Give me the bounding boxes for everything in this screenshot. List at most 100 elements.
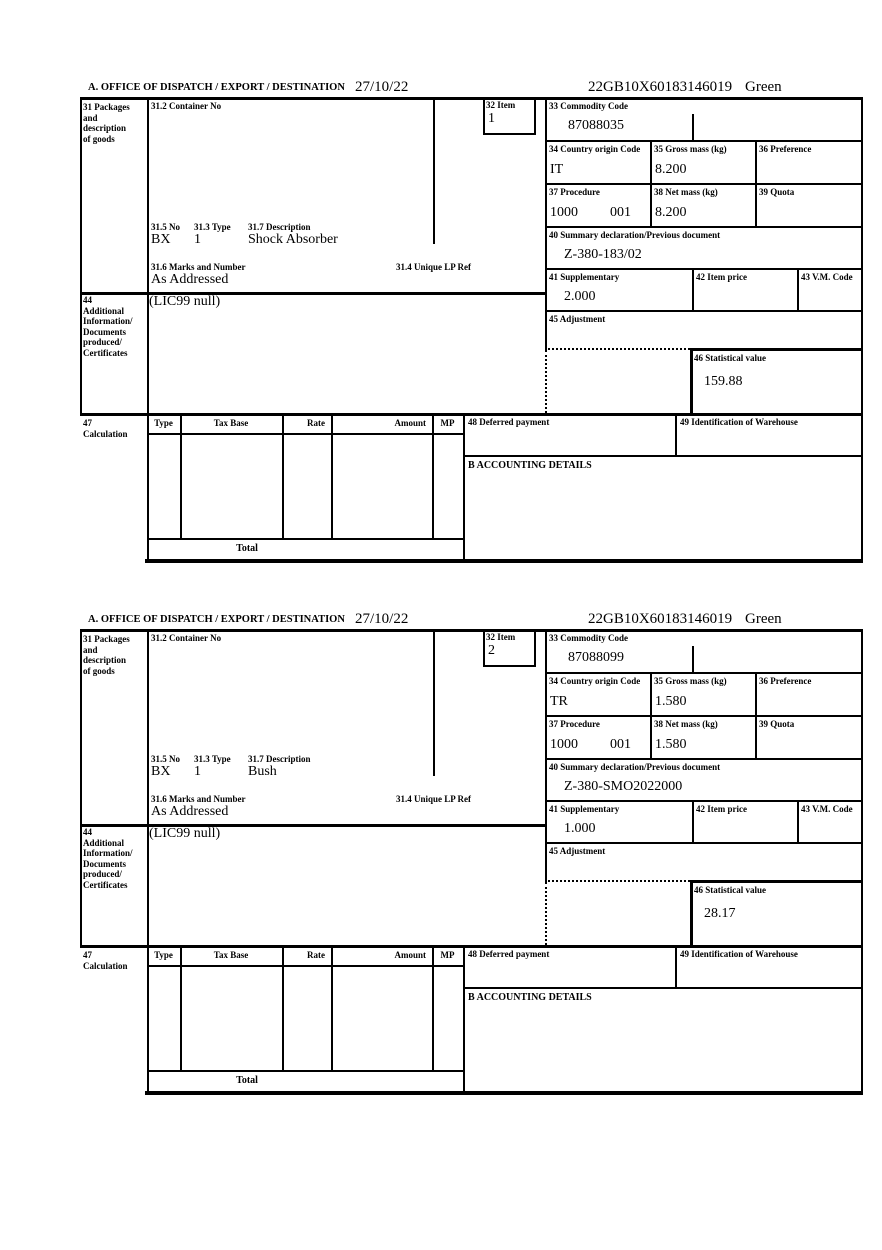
box41-label: 41 Supplementary — [549, 804, 620, 814]
box39-label: 39 Quota — [759, 719, 795, 729]
box45-label: 45 Adjustment — [549, 314, 606, 324]
box31-7-label: 31.7 Description — [248, 222, 311, 232]
country-origin-value: IT — [550, 162, 564, 177]
calc-col-divider-3 — [331, 413, 333, 538]
box34-row-bottom-border — [545, 183, 863, 185]
box47-top-divider — [80, 945, 863, 948]
commodity-code-divider — [692, 646, 694, 672]
commodity-code-divider — [692, 114, 694, 140]
box44-label: 44 Additional Information/ Documents pro… — [83, 827, 133, 890]
table-bottom-border — [145, 559, 863, 563]
item-number-box-frame — [483, 629, 536, 667]
box48-49-divider — [675, 945, 677, 987]
box44-dotted-right-border — [545, 350, 547, 413]
accounting-box-top-border — [463, 987, 863, 989]
declaration-item-section: A. OFFICE OF DISPATCH / EXPORT / DESTINA… — [80, 610, 863, 1102]
box42-43-divider — [797, 268, 799, 310]
calc-col-divider-4 — [432, 945, 434, 1070]
item-number-box-frame — [483, 97, 536, 135]
declaration-date: 27/10/22 — [355, 79, 409, 95]
calc-table-right-border — [463, 945, 465, 1091]
calc-col-divider-1 — [180, 413, 182, 538]
box46-frame — [690, 348, 863, 413]
entry-number: 22GB10X60183146019 — [588, 611, 733, 627]
table-bottom-border — [145, 1091, 863, 1095]
box43-label: 43 V.M. Code — [801, 804, 853, 814]
box41-42-divider — [692, 800, 694, 842]
calc-col-divider-2 — [282, 945, 284, 1070]
box41-42-divider — [692, 268, 694, 310]
box33-label: 33 Commodity Code — [549, 633, 628, 643]
calc-col-amount-header: Amount — [394, 950, 426, 960]
box35-36-divider — [755, 672, 757, 758]
table-top-border — [80, 97, 863, 100]
net-mass-value: 1.580 — [655, 737, 687, 752]
box37-label: 37 Procedure — [549, 187, 600, 197]
procedure-value: 1000 — [550, 737, 578, 752]
table-right-border — [861, 629, 863, 1095]
box31-5-label: 31.5 No — [151, 754, 180, 764]
net-mass-value: 8.200 — [655, 205, 687, 220]
box43-label: 43 V.M. Code — [801, 272, 853, 282]
box46-frame — [690, 880, 863, 945]
box36-label: 36 Preference — [759, 144, 812, 154]
calc-col-rate-header: Rate — [307, 950, 325, 960]
statistical-value: 28.17 — [704, 906, 736, 921]
calc-header-bottom-border — [147, 433, 465, 435]
box45-top-border — [545, 310, 863, 312]
calc-col-rate-header: Rate — [307, 418, 325, 428]
box33-label: 33 Commodity Code — [549, 101, 628, 111]
box41-label: 41 Supplementary — [549, 272, 620, 282]
goods-description-value: Shock Absorber — [248, 232, 338, 247]
box39-label: 39 Quota — [759, 187, 795, 197]
box48-label: 48 Deferred payment — [468, 417, 550, 427]
box31-5-label: 31.5 No — [151, 222, 180, 232]
box34-label: 34 Country origin Code — [549, 144, 641, 154]
calc-col-divider-2 — [282, 413, 284, 538]
item-number-value: 1 — [488, 111, 495, 126]
box38-label: 38 Net mass (kg) — [654, 719, 718, 729]
calc-col-mp-header: MP — [440, 950, 455, 960]
box31-4-label: 31.4 Unique LP Ref — [396, 262, 472, 272]
box31-6-label: 31.6 Marks and Number — [151, 262, 246, 272]
calc-table-right-border — [463, 413, 465, 559]
marks-and-number-value: As Addressed — [151, 804, 229, 819]
box40-top-border — [545, 758, 863, 760]
box47-top-divider — [80, 413, 863, 416]
declaration-item-section: A. OFFICE OF DISPATCH / EXPORT / DESTINA… — [80, 78, 863, 570]
box31-2-label: 31.2 Container No — [151, 101, 222, 111]
procedure-qualifier-value: 001 — [610, 205, 631, 220]
box44-top-divider — [80, 824, 547, 827]
box31-3-label: 31.3 Type — [194, 754, 231, 764]
total-label: Total — [236, 1075, 258, 1086]
box40-top-border — [545, 226, 863, 228]
box49-label: 49 Identification of Warehouse — [680, 949, 798, 959]
box45-label: 45 Adjustment — [549, 846, 606, 856]
box34-35-divider — [650, 140, 652, 226]
box45-dotted-bottom-border — [545, 348, 690, 350]
box33-bottom-border — [545, 672, 863, 674]
box34-label: 34 Country origin Code — [549, 676, 641, 686]
box37-label: 37 Procedure — [549, 719, 600, 729]
table-right-border — [861, 97, 863, 563]
box31-2-label: 31.2 Container No — [151, 633, 222, 643]
box44-label: 44 Additional Information/ Documents pro… — [83, 295, 133, 358]
calc-table-bottom-border — [147, 538, 465, 540]
package-type-value: 1 — [194, 764, 201, 779]
item-number-value: 2 — [488, 643, 495, 658]
declaration-date: 27/10/22 — [355, 611, 409, 627]
box42-label: 42 Item price — [696, 804, 747, 814]
box40-bottom-border — [545, 800, 863, 802]
box42-43-divider — [797, 800, 799, 842]
box32-label: 32 Item — [486, 100, 516, 110]
gross-mass-value: 8.200 — [655, 162, 687, 177]
box48-label: 48 Deferred payment — [468, 949, 550, 959]
box31-7-label: 31.7 Description — [248, 754, 311, 764]
table-left-border — [80, 629, 82, 947]
statistical-value: 159.88 — [704, 374, 743, 389]
previous-document-value: Z-380-SMO2022000 — [564, 779, 683, 794]
accounting-details-label: B ACCOUNTING DETAILS — [468, 992, 592, 1003]
box40-label: 40 Summary declaration/Previous document — [549, 230, 721, 240]
calc-col-divider-1 — [180, 945, 182, 1070]
